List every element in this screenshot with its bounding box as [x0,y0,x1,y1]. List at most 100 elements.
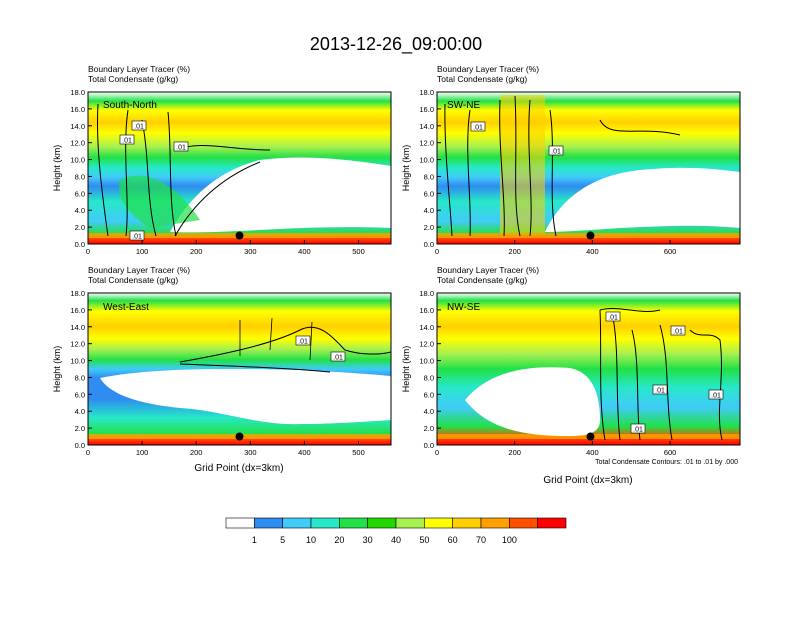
x-tick-label: 200 [508,247,521,256]
contour-label: .01 [176,145,186,152]
panel-west-east-header-2: Total Condensate (g/kg) [88,275,178,285]
colorbar-swatch [452,517,482,529]
y-tick-label: 2.0 [424,223,434,232]
panel-nw-se-header-2: Total Condensate (g/kg) [437,275,527,285]
colorbar-label: 40 [391,535,401,545]
colorbar-swatch [424,517,453,529]
contour-label: .01 [608,315,618,322]
colorbar-swatch [310,517,340,529]
contour-label: .01 [673,329,683,336]
y-tick-label: 0.0 [75,441,85,450]
colorbar-swatch [282,517,312,529]
colorbar-swatch [395,517,425,529]
panel-west-east-contour-labels: .01 .01 [295,335,346,362]
x-tick-label: 400 [586,448,599,457]
x-tick-label: 300 [244,448,257,457]
colorbar-swatch [225,517,255,529]
x-tick-label: 0 [435,247,439,256]
colorbar-swatch [254,517,283,529]
panel-nw-se: NW-SE Boundary Layer Tracer (%) Total Co… [401,265,741,486]
x-tick-label: 0 [86,247,90,256]
panel-west-east: West-East Boundary Layer Tracer (%) Tota… [52,265,392,474]
panel-nw-se-name: NW-SE [447,302,480,313]
contour-label: .01 [134,124,144,131]
panel-sw-ne-ylabel: Height (km) [401,145,411,192]
y-tick-label: 4.0 [424,206,434,215]
y-tick-label: 10.0 [70,156,85,165]
colorbar-swatch [480,517,510,529]
colorbar-swatch [537,517,567,529]
y-tick-label: 16.0 [70,306,85,315]
y-tick-label: 2.0 [424,424,434,433]
x-tick-label: 100 [136,448,149,457]
y-tick-label: 8.0 [75,373,85,382]
y-tick-label: 0.0 [424,240,434,249]
contour-label: .01 [122,138,132,145]
y-tick-label: 6.0 [75,390,85,399]
x-tick-label: 600 [664,247,677,256]
panel-south-north-header-1: Boundary Layer Tracer (%) [88,64,190,74]
panel-sw-ne-name: SW-NE [447,100,480,111]
y-tick-label: 12.0 [70,340,85,349]
colorbar-label: 5 [280,535,285,545]
y-tick-label: 14.0 [70,323,85,332]
y-tick-label: 2.0 [75,424,85,433]
panel-nw-se-field [437,293,740,445]
y-tick-label: 6.0 [424,189,434,198]
x-tick-label: 200 [508,448,521,457]
y-tick-label: 12.0 [419,139,434,148]
y-tick-label: 0.0 [424,441,434,450]
panel-nw-se-header-1: Boundary Layer Tracer (%) [437,265,539,275]
panel-south-north-frame [87,91,392,245]
colorbar-swatch [367,517,397,529]
colorbar-label: 10 [306,535,316,545]
panel-south-north-name: South-North [103,100,157,111]
panel-nw-se-contour-labels: .01 .01 .01 .01 .01 [605,311,724,434]
y-tick-label: 8.0 [424,172,434,181]
y-tick-label: 2.0 [75,223,85,232]
y-tick-label: 6.0 [424,390,434,399]
figure-title: 2013-12-26_09:00:00 [310,34,482,55]
x-tick-label: 0 [86,448,90,457]
panel-nw-se-frame [436,292,741,446]
location-marker [235,231,244,240]
colorbar-label: 30 [363,535,373,545]
y-tick-label: 8.0 [75,172,85,181]
colorbar-swatch [339,517,368,529]
y-tick-label: 10.0 [419,357,434,366]
panel-south-north-header-2: Total Condensate (g/kg) [88,74,178,84]
contour-note: Total Condensate Contours: .01 to .01 by… [595,459,738,466]
panel-west-east-ylabel: Height (km) [52,346,62,393]
y-tick-label: 18.0 [70,289,85,298]
panel-south-north-ylabel: Height (km) [52,145,62,192]
location-marker [586,432,595,441]
panel-west-east-header-1: Boundary Layer Tracer (%) [88,265,190,275]
x-tick-label: 200 [190,247,203,256]
y-tick-label: 10.0 [419,156,434,165]
panel-west-east-frame [87,292,392,446]
y-tick-label: 12.0 [70,139,85,148]
y-tick-label: 14.0 [70,122,85,131]
colorbar-label: 70 [476,535,486,545]
y-tick-label: 4.0 [424,407,434,416]
panel-nw-se-ylabel: Height (km) [401,346,411,393]
colorbar-label: 1 [252,535,257,545]
location-marker [586,231,595,240]
y-tick-label: 6.0 [75,189,85,198]
panel-south-north-field [88,92,391,244]
panel-west-east-name: West-East [103,302,149,313]
y-tick-label: 14.0 [419,323,434,332]
colorbar-swatch [509,517,538,529]
x-tick-label: 500 [352,247,365,256]
panel-west-east-ticks: 0.0 2.0 4.0 6.0 8.0 10.0 12.0 14.0 16.0 18.0 0 100 2… [70,289,364,457]
y-tick-label: 16.0 [419,105,434,114]
x-tick-label: 400 [586,247,599,256]
y-tick-label: 10.0 [70,357,85,366]
location-marker [235,432,244,441]
panel-nw-se-ticks: 0.0 2.0 4.0 6.0 8.0 10.0 12.0 14.0 16.0 18.0 0 200 4… [419,289,676,457]
x-tick-label: 500 [352,448,365,457]
panel-sw-ne-header-1: Boundary Layer Tracer (%) [437,64,539,74]
panel-south-north: South-North Boundary Layer Tracer (%) To… [52,64,392,256]
